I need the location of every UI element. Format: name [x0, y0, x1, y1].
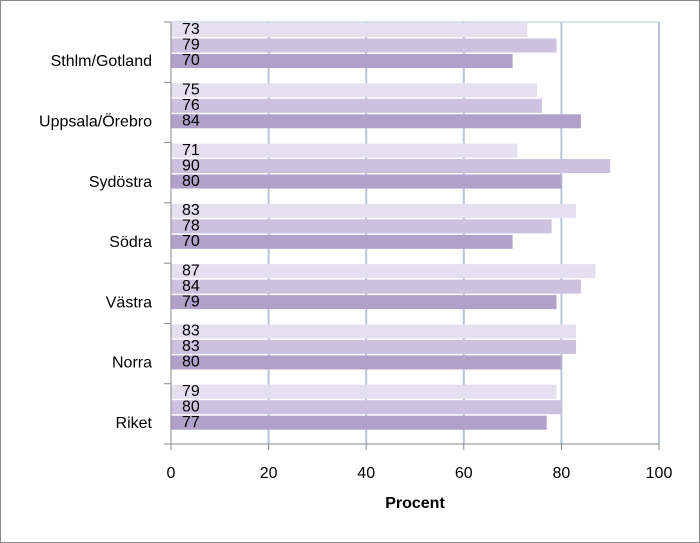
- bar: [171, 23, 528, 37]
- bar: [171, 159, 611, 174]
- value-label: 80: [182, 398, 200, 415]
- value-label: 79: [182, 37, 200, 54]
- value-label: 75: [182, 82, 200, 99]
- bar: [171, 400, 562, 415]
- value-label: 76: [182, 97, 200, 114]
- x-tick-label: 0: [167, 465, 176, 482]
- value-label: 79: [182, 293, 200, 310]
- y-tick-label: Riket: [116, 415, 153, 432]
- bar: [171, 143, 518, 158]
- y-tick-label: Sydöstra: [89, 174, 152, 191]
- bar: [171, 355, 562, 370]
- value-label: 83: [182, 202, 200, 219]
- bar: [171, 219, 552, 234]
- bar: [171, 234, 513, 249]
- bar: [171, 264, 596, 279]
- value-label: 83: [182, 338, 200, 355]
- y-tick-label: Västra: [106, 294, 152, 311]
- x-tick-label: 40: [357, 465, 375, 482]
- value-label: 87: [182, 262, 200, 279]
- bar: [171, 339, 577, 354]
- value-label: 84: [182, 113, 200, 130]
- bar: [171, 54, 513, 68]
- value-label: 90: [182, 157, 200, 174]
- bar: [171, 384, 557, 399]
- y-tick-label: Norra: [112, 355, 152, 372]
- value-label: 73: [182, 21, 200, 38]
- value-label: 70: [182, 52, 200, 69]
- bar: [171, 38, 557, 53]
- bar: [171, 98, 542, 113]
- bar: [171, 203, 577, 218]
- value-label: 78: [182, 218, 200, 235]
- bar: [171, 415, 547, 430]
- x-tick-label: 20: [260, 465, 278, 482]
- x-tick-label: 100: [646, 465, 673, 482]
- bar: [171, 114, 581, 129]
- bar: [171, 295, 557, 310]
- bar: [171, 279, 581, 294]
- bar: [171, 83, 537, 98]
- value-label: 83: [182, 323, 200, 340]
- y-tick-label: Södra: [109, 234, 152, 251]
- y-tick-label: Sthlm/Gotland: [51, 53, 152, 70]
- value-label: 79: [182, 383, 200, 400]
- value-label: 77: [182, 414, 200, 431]
- value-label: 80: [182, 354, 200, 371]
- x-tick-label: 80: [553, 465, 571, 482]
- bar: [171, 174, 562, 189]
- y-tick-label: Uppsala/Örebro: [39, 113, 152, 131]
- bar: [171, 324, 577, 339]
- value-label: 70: [182, 233, 200, 250]
- value-label: 84: [182, 278, 200, 295]
- x-tick-label: 60: [455, 465, 473, 482]
- value-label: 71: [182, 142, 200, 159]
- value-label: 80: [182, 173, 200, 190]
- x-axis-label: Procent: [385, 495, 445, 512]
